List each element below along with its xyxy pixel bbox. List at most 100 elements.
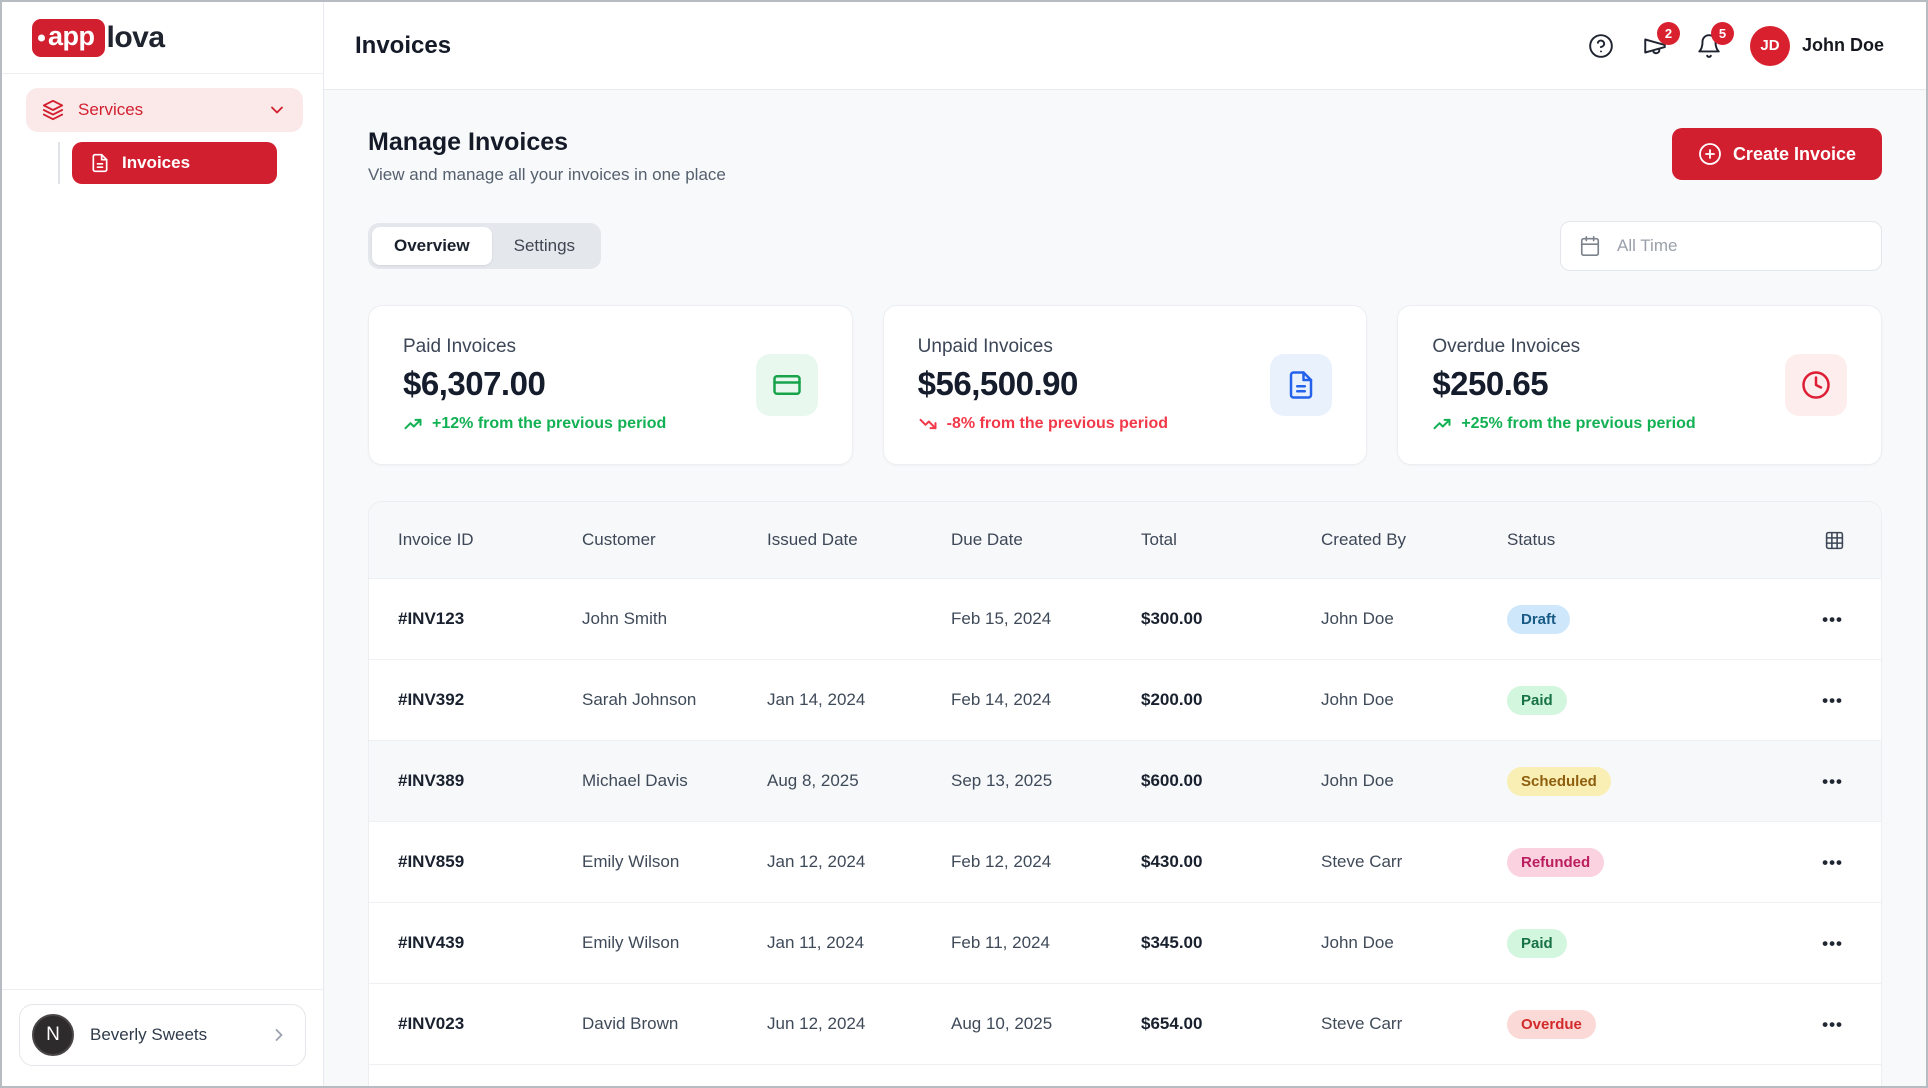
status-badge: Scheduled: [1507, 767, 1611, 796]
user-avatar: JD: [1750, 26, 1790, 66]
invoices-table: Invoice IDCustomerIssued DateDue DateTot…: [368, 501, 1882, 1086]
logo[interactable]: app lova: [2, 2, 323, 74]
more-actions-icon[interactable]: •••: [1820, 605, 1845, 634]
due-date: Aug 10, 2025: [951, 1014, 1141, 1034]
stat-cards: Paid Invoices $6,307.00 +12% from the pr…: [368, 305, 1882, 465]
plus-circle-icon: [1698, 142, 1722, 166]
topbar-actions: 2 5 JD John Doe: [1588, 26, 1884, 66]
column-settings-icon[interactable]: [1824, 530, 1845, 551]
trending-up-icon: [1432, 414, 1452, 434]
table-row[interactable]: #INV888 Lisa Miller Jan 9, 2024 Feb 9, 2…: [369, 1064, 1881, 1086]
sidebar-item-label: Services: [78, 100, 253, 120]
announcements-badge: 2: [1657, 22, 1680, 45]
stat-value: $250.65: [1432, 365, 1695, 403]
created-by: Steve Carr: [1321, 852, 1507, 872]
created-by: Steve Carr: [1321, 1014, 1507, 1034]
help-icon[interactable]: [1588, 33, 1614, 59]
status-badge: Paid: [1507, 686, 1567, 715]
stat-label: Unpaid Invoices: [918, 336, 1168, 358]
stat-card-0: Paid Invoices $6,307.00 +12% from the pr…: [368, 305, 853, 465]
total: $300.00: [1141, 609, 1321, 629]
column-header[interactable]: Status: [1507, 530, 1769, 550]
layers-icon: [42, 99, 64, 121]
view-tabs: OverviewSettings: [368, 223, 601, 269]
account-name: Beverly Sweets: [90, 1025, 253, 1045]
tab-settings[interactable]: Settings: [492, 227, 597, 265]
content: Manage Invoices View and manage all your…: [324, 90, 1926, 1086]
stat-label: Overdue Invoices: [1432, 336, 1695, 358]
stat-label: Paid Invoices: [403, 336, 666, 358]
announcements-icon[interactable]: 2: [1642, 33, 1668, 59]
stat-trend: -8% from the previous period: [918, 414, 1168, 434]
stat-trend: +25% from the previous period: [1432, 414, 1695, 434]
topbar: Invoices 2 5 JD John Doe: [324, 2, 1926, 90]
account-switcher[interactable]: N Beverly Sweets: [19, 1004, 306, 1066]
more-actions-icon[interactable]: •••: [1820, 848, 1845, 877]
create-invoice-button[interactable]: Create Invoice: [1672, 128, 1882, 180]
table-row[interactable]: #INV859 Emily Wilson Jan 12, 2024 Feb 12…: [369, 821, 1881, 902]
stat-card-2: Overdue Invoices $250.65 +25% from the p…: [1397, 305, 1882, 465]
table-row[interactable]: #INV392 Sarah Johnson Jan 14, 2024 Feb 1…: [369, 659, 1881, 740]
total: $200.00: [1141, 690, 1321, 710]
due-date: Feb 11, 2024: [951, 933, 1141, 953]
chevron-right-icon: [269, 1025, 289, 1045]
issued-date: Jan 12, 2024: [767, 852, 951, 872]
sidebar-item-services[interactable]: Services: [26, 88, 303, 132]
tools-row: OverviewSettings All Time: [368, 221, 1882, 271]
status-badge: Draft: [1507, 605, 1570, 634]
customer: John Smith: [582, 609, 767, 629]
notifications-badge: 5: [1711, 22, 1734, 45]
clock-icon: [1785, 354, 1847, 416]
created-by: John Doe: [1321, 690, 1507, 710]
invoice-id: #INV123: [398, 609, 582, 629]
table-row[interactable]: #INV123 John Smith Feb 15, 2024 $300.00 …: [369, 578, 1881, 659]
more-actions-icon[interactable]: •••: [1820, 929, 1845, 958]
logo-app-mark: app: [32, 19, 105, 57]
logo-text: lova: [107, 21, 165, 55]
user-menu[interactable]: JD John Doe: [1750, 26, 1884, 66]
stat-trend: +12% from the previous period: [403, 414, 666, 434]
sidebar-item-invoices[interactable]: Invoices: [72, 142, 277, 184]
issued-date: Jun 12, 2024: [767, 1014, 951, 1034]
issued-date: Jan 11, 2024: [767, 933, 951, 953]
account-avatar: N: [32, 1014, 74, 1056]
column-header[interactable]: Invoice ID: [398, 530, 582, 550]
table-row[interactable]: #INV389 Michael Davis Aug 8, 2025 Sep 13…: [369, 740, 1881, 821]
date-range-value: All Time: [1617, 236, 1677, 256]
more-actions-icon[interactable]: •••: [1820, 767, 1845, 796]
tab-overview[interactable]: Overview: [372, 227, 492, 265]
app-window: app lova Services Invoices: [0, 0, 1928, 1088]
due-date: Feb 14, 2024: [951, 690, 1141, 710]
sidebar-subitem-label: Invoices: [122, 153, 190, 173]
notifications-bell-icon[interactable]: 5: [1696, 33, 1722, 59]
page-title: Invoices: [355, 32, 1588, 60]
invoice-id: #INV023: [398, 1014, 582, 1034]
column-header[interactable]: Customer: [582, 530, 767, 550]
column-header[interactable]: Due Date: [951, 530, 1141, 550]
due-date: Feb 15, 2024: [951, 609, 1141, 629]
more-actions-icon[interactable]: •••: [1820, 1010, 1845, 1039]
created-by: John Doe: [1321, 609, 1507, 629]
issued-date: Jan 14, 2024: [767, 690, 951, 710]
column-header[interactable]: Created By: [1321, 530, 1507, 550]
status-badge: Refunded: [1507, 848, 1604, 877]
more-actions-icon[interactable]: •••: [1820, 686, 1845, 715]
column-header[interactable]: Total: [1141, 530, 1321, 550]
customer: Michael Davis: [582, 771, 767, 791]
created-by: John Doe: [1321, 933, 1507, 953]
customer: David Brown: [582, 1014, 767, 1034]
invoice-id: #INV392: [398, 690, 582, 710]
date-range-filter[interactable]: All Time: [1560, 221, 1882, 271]
invoice-document-icon: [90, 153, 110, 173]
issued-date: Aug 8, 2025: [767, 771, 951, 791]
stat-value: $56,500.90: [918, 365, 1168, 403]
table-body: #INV123 John Smith Feb 15, 2024 $300.00 …: [369, 578, 1881, 1086]
stat-value: $6,307.00: [403, 365, 666, 403]
table-row[interactable]: #INV023 David Brown Jun 12, 2024 Aug 10,…: [369, 983, 1881, 1064]
table-row[interactable]: #INV439 Emily Wilson Jan 11, 2024 Feb 11…: [369, 902, 1881, 983]
customer: Emily Wilson: [582, 852, 767, 872]
total: $345.00: [1141, 933, 1321, 953]
status-badge: Overdue: [1507, 1010, 1596, 1039]
column-header[interactable]: Issued Date: [767, 530, 951, 550]
sidebar-nav: Services Invoices: [2, 74, 323, 989]
